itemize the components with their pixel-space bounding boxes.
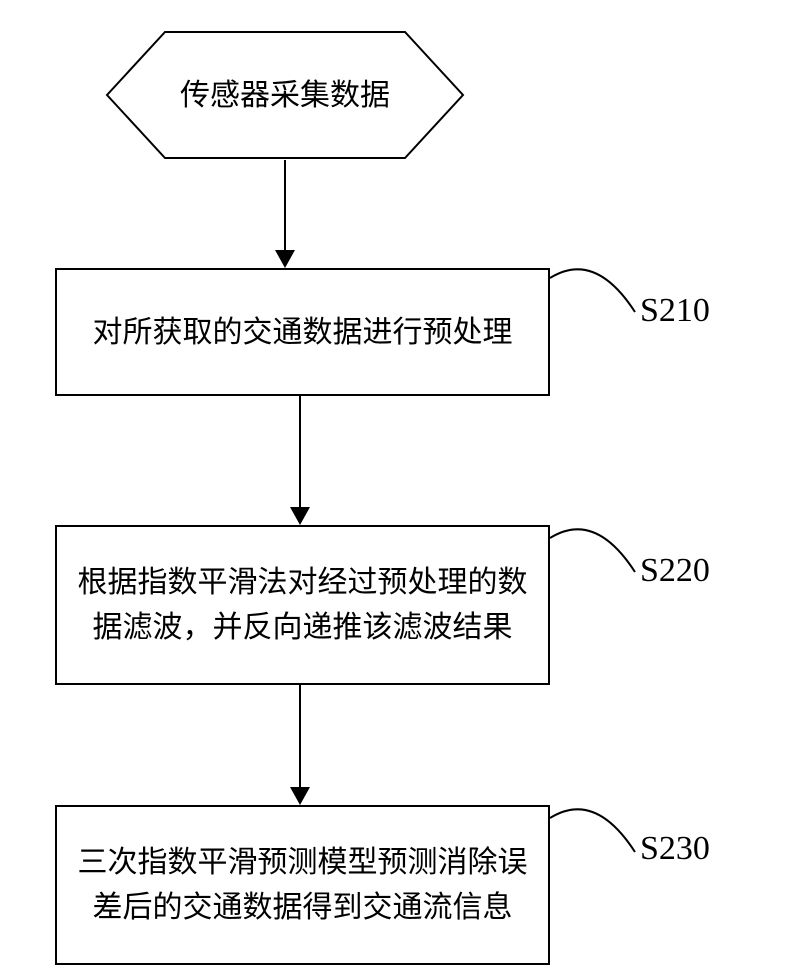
connector-s230 <box>550 798 640 858</box>
step-s210-text: 对所获取的交通数据进行预处理 <box>93 310 513 355</box>
step-s220: 根据指数平滑法对经过预处理的数据滤波，并反向递推该滤波结果 <box>55 525 550 685</box>
step-s230-text: 三次指数平滑预测模型预测消除误差后的交通数据得到交通流信息 <box>77 840 528 930</box>
label-s230: S230 <box>640 830 710 868</box>
step-s210: 对所获取的交通数据进行预处理 <box>55 268 550 396</box>
start-node: 传感器采集数据 <box>105 30 465 160</box>
arrow-1-head <box>275 250 295 268</box>
arrow-2-head <box>290 507 310 525</box>
arrow-3-line <box>299 685 301 789</box>
step-s230: 三次指数平滑预测模型预测消除误差后的交通数据得到交通流信息 <box>55 805 550 965</box>
label-s210: S210 <box>640 292 710 330</box>
step-s220-text: 根据指数平滑法对经过预处理的数据滤波，并反向递推该滤波结果 <box>77 560 528 650</box>
arrow-3-head <box>290 787 310 805</box>
connector-s220 <box>550 518 640 578</box>
label-s220: S220 <box>640 552 710 590</box>
flowchart-canvas: 传感器采集数据 对所获取的交通数据进行预处理 S210 根据指数平滑法对经过预处… <box>0 0 806 974</box>
connector-s210 <box>550 258 640 318</box>
start-node-text: 传感器采集数据 <box>180 76 390 115</box>
arrow-2-line <box>299 396 301 509</box>
arrow-1-line <box>284 160 286 252</box>
